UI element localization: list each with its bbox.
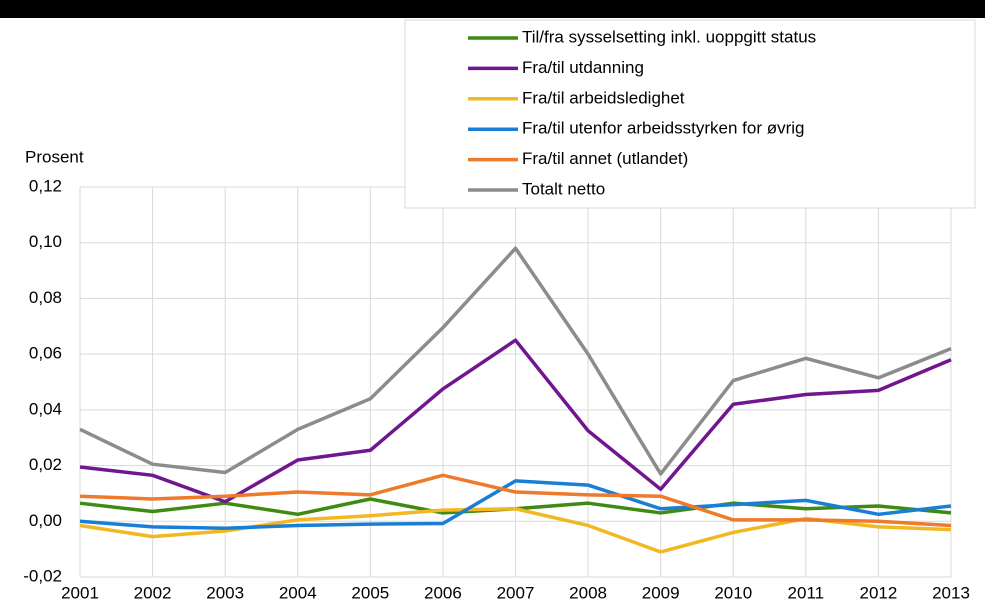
y-tick-label: 0,02: [29, 455, 62, 474]
x-tick-label: 2004: [279, 583, 317, 602]
x-tick-label: 2003: [206, 583, 244, 602]
x-tick-label: 2005: [351, 583, 389, 602]
y-tick-label: 0,00: [29, 511, 62, 530]
x-tick-label: 2002: [134, 583, 172, 602]
y-tick-label: 0,06: [29, 344, 62, 363]
y-tick-label: 0,08: [29, 288, 62, 307]
legend-label: Til/fra sysselsetting inkl. uoppgitt sta…: [522, 27, 816, 46]
x-tick-label: 2006: [424, 583, 462, 602]
y-tick-label: 0,04: [29, 399, 62, 418]
x-tick-label: 2010: [714, 583, 752, 602]
legend-label: Fra/til arbeidsledighet: [522, 88, 685, 107]
series-line: [79, 473, 952, 528]
x-tick-label: 2013: [932, 583, 970, 602]
x-tick-label: 2008: [569, 583, 607, 602]
legend-label: Fra/til utdanning: [522, 58, 644, 77]
y-tick-label: 0,10: [29, 232, 62, 251]
legend-label: Fra/til annet (utlandet): [522, 149, 688, 168]
x-tick-label: 2001: [61, 583, 99, 602]
y-tick-label: 0,12: [29, 176, 62, 195]
legend-box: [404, 19, 976, 209]
x-tick-label: 2012: [860, 583, 898, 602]
legend-label: Totalt netto: [522, 179, 605, 198]
x-tick-label: 2009: [642, 583, 680, 602]
legend: Til/fra sysselsetting inkl. uoppgitt sta…: [404, 19, 976, 209]
y-tick-label: -0,02: [23, 566, 62, 585]
x-tick-label: 2007: [497, 583, 535, 602]
x-tick-label: 2011: [788, 583, 825, 602]
series-line: [79, 479, 952, 530]
series-line: [79, 338, 952, 504]
series-line: [79, 246, 952, 476]
y-axis-label: Prosent: [25, 147, 84, 166]
legend-label: Fra/til utenfor arbeidsstyrken for øvrig: [522, 119, 804, 138]
top-bar: [0, 0, 985, 18]
